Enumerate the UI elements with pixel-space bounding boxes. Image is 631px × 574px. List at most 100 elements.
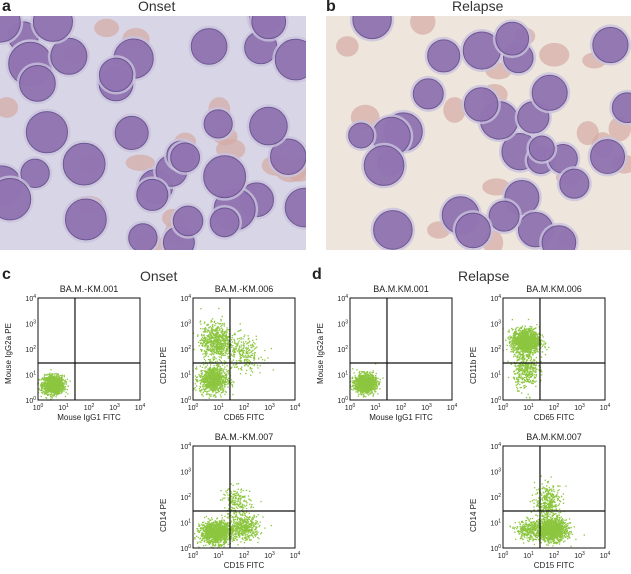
data-point — [224, 339, 225, 340]
data-point — [221, 368, 222, 369]
data-point — [205, 375, 206, 376]
blast-cell — [489, 201, 519, 231]
data-point — [204, 350, 205, 351]
data-point — [215, 340, 216, 341]
blast-cell — [210, 208, 239, 237]
data-point — [215, 539, 216, 540]
data-point — [236, 531, 237, 532]
data-point — [52, 387, 53, 388]
data-point — [210, 369, 211, 370]
data-point — [215, 384, 216, 385]
data-point — [208, 327, 209, 328]
data-point — [219, 535, 220, 536]
data-point — [255, 534, 256, 535]
data-point — [221, 361, 222, 362]
data-point — [232, 524, 233, 525]
data-point — [211, 344, 212, 345]
data-point — [218, 542, 219, 543]
data-point — [271, 348, 272, 349]
data-point — [257, 537, 258, 538]
data-point — [62, 389, 63, 390]
data-point — [221, 383, 222, 384]
data-point — [219, 347, 220, 348]
data-point — [205, 536, 206, 537]
data-point — [197, 543, 198, 544]
data-point — [206, 349, 207, 350]
data-point — [244, 361, 245, 362]
data-point — [204, 390, 205, 391]
data-point — [255, 523, 256, 524]
data-point — [213, 385, 214, 386]
data-point — [236, 527, 237, 528]
data-point — [244, 350, 245, 351]
data-point — [220, 360, 221, 361]
data-point — [254, 348, 255, 349]
x-tick-label: 104 — [135, 403, 146, 412]
data-point — [209, 519, 210, 520]
data-point — [65, 392, 66, 393]
data-point — [218, 545, 219, 546]
data-point — [224, 335, 225, 336]
data-point — [198, 374, 199, 375]
data-point — [197, 542, 198, 543]
data-point — [64, 375, 65, 376]
data-point — [217, 337, 218, 338]
data-point — [232, 381, 233, 382]
data-point — [237, 350, 238, 351]
data-point — [57, 374, 58, 375]
data-point — [204, 380, 205, 381]
data-point — [210, 542, 211, 543]
data-point — [206, 391, 207, 392]
data-point — [212, 318, 213, 319]
data-point — [238, 349, 239, 350]
data-point — [227, 337, 228, 338]
data-point — [209, 368, 210, 369]
data-point — [213, 333, 214, 334]
data-point — [227, 346, 228, 347]
data-point — [208, 534, 209, 535]
data-point — [209, 354, 210, 355]
data-point — [241, 346, 242, 347]
data-point — [222, 380, 223, 381]
data-point — [252, 535, 253, 536]
data-point — [236, 367, 237, 368]
data-point — [217, 347, 218, 348]
data-point — [42, 382, 43, 383]
data-point — [214, 359, 215, 360]
data-point — [236, 534, 237, 535]
data-point — [226, 348, 227, 349]
data-point — [204, 328, 205, 329]
data-point — [259, 526, 260, 527]
data-point — [251, 539, 252, 540]
data-point — [252, 345, 253, 346]
data-point — [67, 379, 68, 380]
data-point — [53, 391, 54, 392]
data-point — [202, 339, 203, 340]
data-point — [211, 387, 212, 388]
data-point — [222, 323, 223, 324]
data-point — [210, 364, 211, 365]
data-point — [223, 324, 224, 325]
data-point — [47, 374, 48, 375]
data-point — [53, 383, 54, 384]
data-point — [57, 378, 58, 379]
data-point — [232, 337, 233, 338]
data-point — [213, 530, 214, 531]
data-point — [214, 346, 215, 347]
data-point — [212, 525, 213, 526]
data-point — [218, 388, 219, 389]
data-point — [245, 535, 246, 536]
data-point — [224, 537, 225, 538]
micrograph-onset — [0, 16, 306, 250]
data-point — [251, 525, 252, 526]
data-point — [213, 387, 214, 388]
data-point — [247, 519, 248, 520]
data-point — [240, 517, 241, 518]
data-point — [227, 539, 228, 540]
data-point — [220, 319, 221, 320]
data-point — [55, 396, 56, 397]
data-point — [200, 386, 201, 387]
data-point — [63, 382, 64, 383]
data-point — [204, 359, 205, 360]
data-point — [195, 390, 196, 391]
